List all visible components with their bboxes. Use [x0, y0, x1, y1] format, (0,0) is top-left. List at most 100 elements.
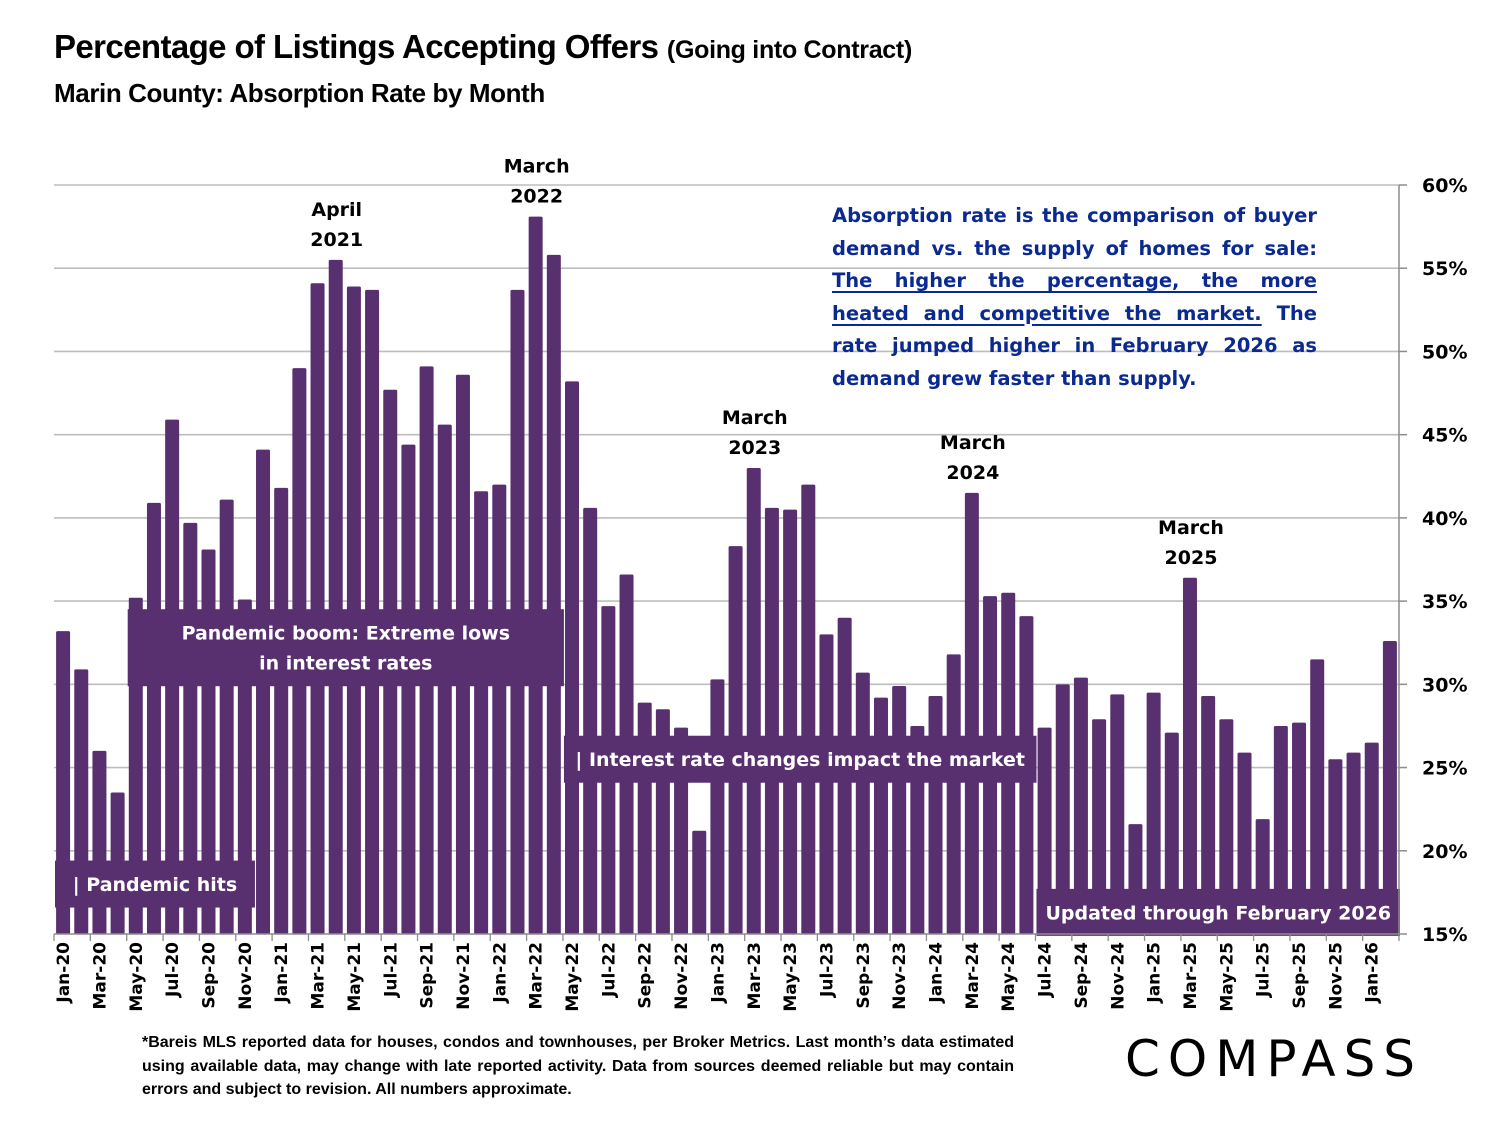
y-tick-label: 60% [1422, 175, 1467, 197]
note-text-2: The rate jumped higher in February 2026 … [832, 301, 1317, 390]
x-tick-label: Jan-22 [490, 942, 510, 1004]
peak-annotation-label: March [722, 407, 788, 429]
peak-annotation-label: 2023 [728, 437, 781, 459]
source-footnote: *Bareis MLS reported data for houses, co… [142, 1034, 1014, 1098]
x-tick-label: Sep-22 [636, 942, 656, 1009]
x-tick-label: Sep-25 [1290, 942, 1310, 1009]
x-tick-label: May-23 [781, 942, 801, 1012]
bar [1182, 577, 1197, 934]
period-band-box [55, 860, 255, 908]
x-tick-label: Mar-23 [745, 942, 765, 1010]
bar [873, 697, 888, 934]
x-tick-label: Jan-24 [927, 942, 947, 1004]
peak-annotation: March 2022 [504, 156, 570, 208]
x-tick-label: Nov-24 [1108, 942, 1128, 1010]
x-tick-label: Jul-25 [1254, 942, 1274, 998]
x-tick-label: Jul-20 [163, 942, 183, 998]
peak-annotation-label: 2025 [1165, 547, 1218, 569]
note-underlined-text: The higher the percentage, the more heat… [832, 269, 1317, 325]
x-tick-label: Sep-23 [854, 942, 874, 1009]
y-tick-label: 40% [1422, 508, 1467, 530]
peak-annotation: March 2025 [1158, 517, 1224, 569]
bar [819, 634, 834, 934]
bar [1073, 677, 1088, 934]
bar [1110, 694, 1125, 934]
bar [583, 507, 598, 934]
period-band-box [127, 609, 564, 687]
bar [401, 444, 416, 934]
x-tick-label: Sep-20 [199, 942, 219, 1009]
y-tick-label: 15% [1422, 924, 1467, 946]
x-tick-label: Mar-21 [309, 942, 329, 1010]
peak-annotation-label: March [940, 432, 1006, 454]
x-tick-label: May-21 [345, 942, 365, 1012]
chart-title: Percentage of Listings Accepting Offers … [54, 28, 912, 66]
chart-title-paren: (Going into Contract) [666, 36, 912, 64]
bar [1292, 722, 1307, 934]
bar [928, 695, 943, 934]
x-tick-label: Jan-21 [272, 942, 292, 1004]
x-tick-label: Jan-20 [54, 942, 74, 1004]
bar [946, 654, 961, 934]
y-tick-label: 50% [1422, 341, 1467, 363]
bar [1237, 752, 1252, 934]
bar [1273, 725, 1288, 934]
y-tick-label: 45% [1422, 425, 1467, 447]
period-bands: | Pandemic hits Pandemic boom: Extreme lo… [55, 609, 1400, 936]
x-tick-label: Nov-22 [672, 942, 692, 1010]
period-band: | Interest rate changes impact the marke… [563, 735, 1037, 783]
peak-annotation-label: March [504, 156, 570, 178]
bar [1164, 732, 1179, 934]
period-band-box [1036, 888, 1400, 936]
bar [328, 259, 343, 934]
y-tick-label: 30% [1422, 674, 1467, 696]
bar [964, 492, 979, 934]
peak-annotation-label: 2022 [510, 186, 563, 208]
x-tick-labels: Jan-20 Mar-20 May-20 Jul-20 Sep-20 Nov-20 Jan-… [54, 942, 1383, 1012]
x-tick-label: Jul-21 [381, 942, 401, 998]
x-tick-label: Jan-23 [708, 942, 728, 1004]
bar [1092, 719, 1107, 934]
absorption-rate-note: Absorption rate is the comparison of buy… [832, 200, 1317, 395]
period-band-label: Pandemic boom: Extreme lows [182, 623, 510, 645]
x-tick-label: May-20 [127, 942, 147, 1012]
period-band: Pandemic boom: Extreme lows in interest r… [127, 609, 564, 687]
period-band-label: Updated through February 2026 [1045, 902, 1391, 924]
y-tick-label: 20% [1422, 841, 1467, 863]
y-tick-labels: 15% 20% 25% 30% 35% 40% 45% 50% 55% 60% [1422, 175, 1467, 946]
peak-annotation-label: 2021 [310, 229, 363, 251]
y-tick-label: 25% [1422, 758, 1467, 780]
bar [801, 484, 816, 934]
peak-annotation-label: March [1158, 517, 1224, 539]
bar [565, 381, 580, 935]
peak-annotation-label: 2024 [946, 462, 999, 484]
chart-title-main: Percentage of Listings Accepting Offers [54, 28, 659, 65]
bar [528, 216, 543, 934]
x-tick-label: Jan-26 [1363, 942, 1383, 1004]
period-band: Updated through February 2026 [1036, 888, 1400, 936]
chart-subtitle: Marin County: Absorption Rate by Month [54, 78, 545, 108]
bar [1310, 659, 1325, 934]
bar [746, 467, 761, 934]
bar [546, 254, 561, 934]
bar [310, 283, 325, 934]
bar [892, 685, 907, 934]
bar [1146, 692, 1161, 934]
x-tick-label: Nov-23 [890, 942, 910, 1010]
peak-annotation: March 2023 [722, 407, 788, 459]
bar [783, 509, 798, 934]
bar [256, 449, 271, 934]
x-tick-label: Jul-22 [599, 942, 619, 998]
x-tick-label: May-24 [999, 942, 1019, 1012]
period-band-label: | Pandemic hits [73, 874, 237, 896]
x-tick-label: Nov-21 [454, 942, 474, 1010]
bar [710, 679, 725, 934]
period-band: | Pandemic hits [55, 860, 255, 908]
y-tick-label: 55% [1422, 258, 1467, 280]
x-tick-label: Nov-25 [1326, 942, 1346, 1010]
bar [1219, 719, 1234, 934]
bar [474, 491, 489, 934]
bar [1346, 752, 1361, 934]
compass-logo: COMPASS [1125, 1030, 1424, 1088]
bar [1364, 742, 1379, 934]
